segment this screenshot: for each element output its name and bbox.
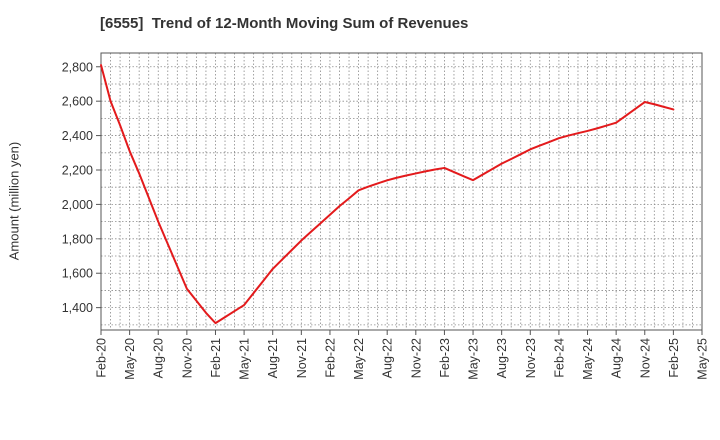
x-tick-label: Nov-22 [409, 338, 423, 378]
y-tick-label: 2,600 [62, 95, 93, 109]
x-axis: Feb-20 May-20 Aug-20 Nov-20 Feb-21 May-21 Aug-… [95, 330, 710, 380]
x-tick-label: Feb-24 [552, 338, 566, 378]
x-tick-label: May-23 [467, 338, 481, 380]
x-tick-label: Feb-20 [95, 338, 109, 378]
y-tick-label: 1,600 [62, 267, 93, 281]
y-tick-label: 2,800 [62, 60, 93, 74]
grid-lines [101, 53, 702, 330]
y-tick-label: 2,200 [62, 163, 93, 177]
x-tick-label: Aug-23 [495, 338, 509, 378]
x-tick-label: Aug-22 [381, 338, 395, 378]
x-tick-label: Nov-20 [180, 338, 194, 378]
x-tick-label: May-21 [238, 338, 252, 380]
y-tick-label: 2,000 [62, 198, 93, 212]
x-tick-label: Aug-21 [266, 338, 280, 378]
y-tick-label: 1,800 [62, 232, 93, 246]
x-tick-label: Aug-20 [152, 338, 166, 378]
x-tick-label: Feb-23 [438, 338, 452, 378]
x-tick-label: May-25 [696, 338, 710, 380]
x-tick-label: May-20 [123, 338, 137, 380]
series-line [100, 64, 675, 325]
x-tick-label: May-24 [581, 338, 595, 380]
y-tick-label: 2,400 [62, 129, 93, 143]
x-tick-label: Nov-21 [295, 338, 309, 378]
plot-area-frame [100, 52, 703, 331]
chart-title: [6555] Trend of 12-Month Moving Sum of R… [100, 15, 469, 32]
y-axis: 1,400 1,600 1,800 2,000 2,200 2,400 2,600 2,800 [62, 60, 101, 315]
x-tick-label: Feb-22 [323, 338, 337, 378]
x-tick-label: Nov-23 [524, 338, 538, 378]
x-tick-label: Nov-24 [638, 338, 652, 378]
x-tick-label: May-22 [352, 338, 366, 380]
x-tick-label: Feb-25 [667, 338, 681, 378]
y-tick-label: 1,400 [62, 301, 93, 315]
x-tick-label: Aug-24 [610, 338, 624, 378]
x-tick-label: Feb-21 [209, 338, 223, 378]
